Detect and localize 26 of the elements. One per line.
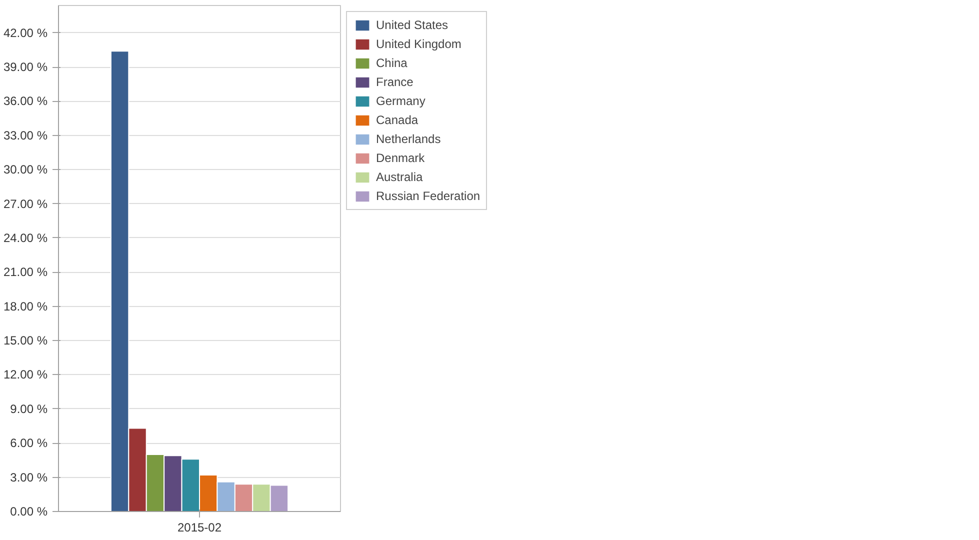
y-tick-label: 21.00 % <box>3 265 48 280</box>
y-tick-label: 9.00 % <box>10 402 48 416</box>
y-tick-label: 33.00 % <box>3 128 48 142</box>
legend-label: China <box>376 56 408 70</box>
y-tick-label: 30.00 % <box>3 162 48 177</box>
legend-label: Russian Federation <box>376 189 480 203</box>
legend-label: France <box>376 75 414 89</box>
y-tick-label: 24.00 % <box>3 230 48 245</box>
legend-label: Canada <box>376 113 418 127</box>
legend-label: Australia <box>376 170 423 184</box>
y-tick-label: 42.00 % <box>3 26 48 40</box>
y-tick-label: 12.00 % <box>3 368 48 382</box>
x-tick-label: 2015-02 <box>177 520 222 534</box>
legend-label: Denmark <box>376 151 425 165</box>
y-tick-label: 0.00 % <box>10 504 48 518</box>
legend-label: Germany <box>376 94 426 108</box>
legend-label: United States <box>376 18 448 32</box>
y-tick-label: 18.00 % <box>3 299 48 314</box>
legend-label: United Kingdom <box>376 37 462 51</box>
legend-label: Netherlands <box>376 132 441 146</box>
y-tick-label: 39.00 % <box>3 60 48 74</box>
y-tick-label: 6.00 % <box>10 436 48 450</box>
y-tick-label: 3.00 % <box>10 470 48 484</box>
y-tick-label: 36.00 % <box>3 94 48 108</box>
y-tick-label: 27.00 % <box>3 196 48 211</box>
y-tick-label: 15.00 % <box>3 334 48 348</box>
